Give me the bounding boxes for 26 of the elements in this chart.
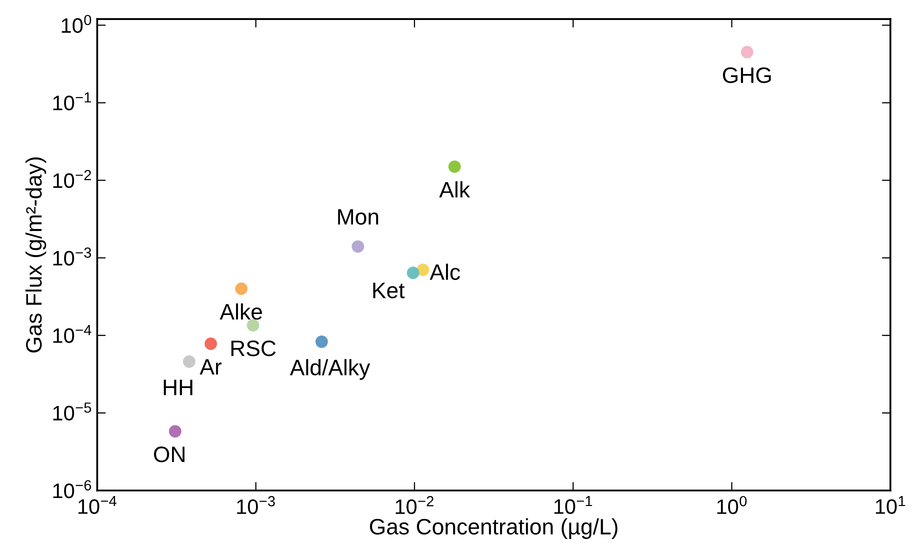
x-tick-label: 10$^{1}$ bbox=[876, 496, 906, 514]
annotation: RSC bbox=[231, 340, 276, 356]
annotation: Alc bbox=[430, 264, 460, 280]
y-axis-title: Gas Flux (g/m²-day) bbox=[25, 157, 46, 352]
x-tick-label: 10$^{−4}$ bbox=[78, 496, 116, 514]
annotation: Alke bbox=[220, 303, 262, 320]
x-tick-label: 10$^{0}$ bbox=[717, 496, 747, 514]
annotation: Ald/Alky bbox=[290, 359, 370, 380]
x-tick-label: 10$^{−2}$ bbox=[396, 496, 434, 514]
y-tick-label: 10$^{−4}$ bbox=[53, 325, 92, 343]
y-tick-label: 10$^{−3}$ bbox=[53, 247, 92, 266]
annotation: GHG bbox=[722, 67, 771, 84]
annotation: Ket bbox=[373, 282, 405, 298]
annotation: Alk bbox=[439, 181, 470, 198]
annotation: Mon bbox=[338, 209, 378, 225]
annotation: ON bbox=[154, 446, 184, 462]
y-tick-label: 10$^{−5}$ bbox=[53, 402, 92, 421]
y-tick-label: 10$^{−1}$ bbox=[53, 92, 91, 110]
annotation: Ar bbox=[200, 359, 222, 375]
x-tick-label: 10$^{−3}$ bbox=[237, 496, 275, 514]
y-tick-label: 10$^{0}$ bbox=[62, 14, 92, 33]
y-tick-label: 10$^{−6}$ bbox=[53, 480, 92, 498]
x-tick-label: 10$^{−1}$ bbox=[554, 496, 592, 514]
x-axis-title: Gas Concentration (µg/L) bbox=[370, 518, 618, 539]
annotation: HH bbox=[164, 380, 192, 396]
y-tick-label: 10$^{−2}$ bbox=[53, 170, 91, 188]
